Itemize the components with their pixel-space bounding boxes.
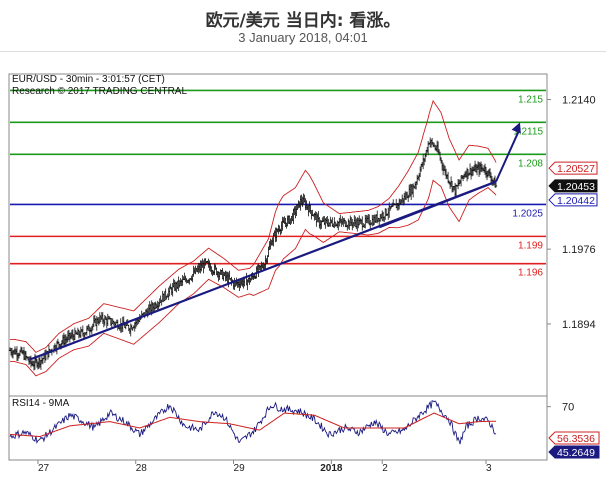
level-label-1: 1.2115 (513, 126, 543, 137)
price-tag-0: 1.20527 (548, 161, 598, 175)
rsi-tag-1: 45.2649 (548, 445, 600, 459)
price-bars (8, 137, 498, 371)
projection-arrow-shaft (495, 127, 521, 183)
rsi-tag-0: 56.3536 (548, 431, 600, 445)
rsi-layer (9, 400, 497, 445)
rsi-series-ma (9, 412, 496, 437)
projection-arrow-head (511, 122, 521, 134)
price-tag-box (548, 193, 598, 207)
level-label-0: 1.215 (518, 94, 543, 105)
price-tag-label: 1.20527 (557, 163, 595, 175)
rsi-tag-box (548, 431, 600, 445)
x-tick-label-3: 2018 (320, 463, 343, 474)
level-label-3: 1.2025 (512, 208, 543, 219)
price-tag-box (548, 161, 598, 175)
bollinger-lower (9, 179, 497, 377)
page-subtitle: 3 January 2018, 04:01 (238, 30, 368, 45)
level-label-4: 1.199 (518, 240, 543, 251)
x-tick-label-0: 27 (38, 463, 50, 474)
axis-layer: 1.2140 1.1976 1.1894 1.20527 1.20453 1.20442 7… (37, 95, 600, 474)
price-tag-label: 1.20442 (557, 195, 595, 207)
rsi-tag-label: 56.3536 (557, 433, 595, 445)
bollinger-upper (10, 99, 497, 353)
price-tag-box (548, 179, 598, 193)
rsi-tag-box (548, 445, 600, 459)
price-tag-1: 1.20453 (548, 179, 598, 193)
rsi-tag-label: 45.2649 (557, 447, 595, 459)
price-tag-label: 1.20453 (557, 181, 595, 193)
rsi-title: RSI14 - 9MA (12, 398, 70, 409)
level-label-2: 1.208 (518, 158, 543, 169)
trendline-1 (378, 180, 497, 229)
page-title: 欧元/美元 当日内: 看涨。 (205, 11, 401, 31)
rsi-tick-label-0: 70 (562, 402, 574, 414)
x-tick-label-2: 29 (234, 463, 246, 474)
level-label-5: 1.196 (518, 268, 543, 279)
x-tick-label-1: 28 (136, 463, 148, 474)
title-divider (0, 51, 606, 52)
price-tick-label-1: 1.1976 (562, 244, 596, 256)
rsi-series-rsi (9, 400, 497, 445)
chart-header-line2: Research © 2017 TRADING CENTRAL (12, 86, 187, 97)
chart-header-line1: EUR/USD - 30min - 3:01:57 (CET) (12, 74, 165, 85)
x-tick-label-4: 2 (382, 463, 388, 474)
price-tick-label-2: 1.1894 (562, 319, 596, 331)
price-tick-label-0: 1.2140 (562, 95, 596, 107)
price-layer: 1.215 1.2115 1.208 1.2025 1.199 1.196 (8, 89, 546, 377)
x-tick-label-5: 3 (486, 463, 492, 474)
price-tag-2: 1.20442 (548, 193, 598, 207)
